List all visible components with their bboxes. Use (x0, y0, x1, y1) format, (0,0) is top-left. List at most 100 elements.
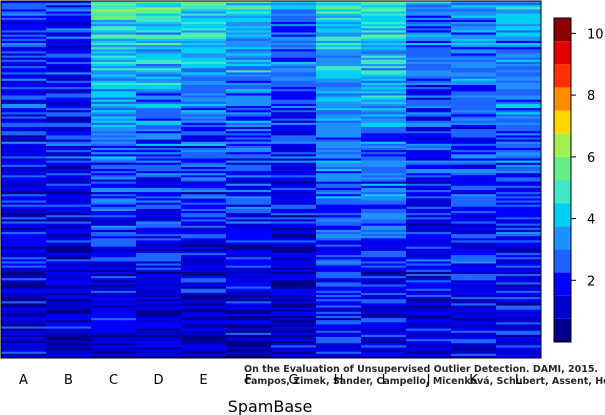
x-axis-label: SpamBase (228, 397, 313, 415)
heatmap-cell (451, 141, 497, 145)
heatmap-cell (361, 89, 407, 92)
heatmap-cell (1, 78, 47, 82)
heatmap-cell (496, 202, 542, 206)
heatmap-cell (46, 299, 92, 302)
heatmap-cell (226, 313, 272, 317)
heatmap-cell (271, 307, 317, 311)
heatmap-cell (46, 223, 92, 227)
heatmap-cell (136, 351, 182, 355)
heatmap-cell (316, 303, 362, 306)
legend-swatch (554, 272, 571, 296)
heatmap-cell (1, 124, 47, 128)
heatmap-cell (1, 347, 47, 351)
heatmap-cell (1, 263, 47, 267)
heatmap-cell (181, 76, 227, 80)
heatmap-cell (496, 19, 542, 23)
heatmap-cell (91, 313, 137, 317)
heatmap-cell (181, 97, 227, 101)
heatmap-cell (91, 22, 137, 25)
heatmap-cell (226, 206, 272, 210)
heatmap-cell (451, 278, 497, 281)
heatmap-cell (1, 175, 47, 178)
heatmap-cell (451, 139, 497, 143)
heatmap-cell (451, 11, 497, 15)
heatmap-cell (1, 61, 47, 65)
heatmap-cell (496, 288, 542, 292)
heatmap-cell (361, 17, 407, 21)
heatmap-cell (181, 24, 227, 27)
heatmap-cell (136, 267, 182, 271)
heatmap-cell (271, 253, 317, 256)
heatmap-cell (271, 267, 317, 271)
heatmap-cell (406, 337, 452, 340)
heatmap-cell (361, 47, 407, 50)
heatmap-cell (361, 127, 407, 130)
heatmap-cell (1, 49, 47, 52)
heatmap-cell (226, 261, 272, 264)
heatmap-cell (136, 316, 182, 319)
heatmap-cell (316, 213, 362, 216)
heatmap-cell (46, 250, 92, 254)
heatmap-cell (226, 7, 272, 10)
heatmap-cell (1, 215, 47, 218)
heatmap-cell (406, 68, 452, 71)
heatmap-cell (361, 274, 407, 277)
heatmap-cell (91, 19, 137, 23)
heatmap-cell (496, 152, 542, 155)
x-tick-label: G (288, 373, 298, 388)
heatmap-cell (136, 208, 182, 212)
heatmap-cell (451, 295, 497, 298)
heatmap-cell (271, 64, 317, 67)
heatmap-cell (271, 326, 317, 330)
heatmap-cell (1, 316, 47, 319)
heatmap-cell (316, 271, 362, 275)
heatmap-cell (226, 76, 272, 80)
heatmap-cell (271, 160, 317, 164)
heatmap-cell (46, 316, 92, 319)
heatmap-cell (361, 208, 407, 212)
heatmap-cell (226, 49, 272, 52)
heatmap-cell (451, 124, 497, 128)
heatmap-cell (316, 343, 362, 346)
heatmap-cell (451, 7, 497, 10)
heatmap-cell (226, 215, 272, 218)
heatmap-cell (136, 288, 182, 292)
heatmap-cell (361, 53, 407, 57)
heatmap-cell (1, 5, 47, 8)
heatmap-cell (361, 28, 407, 31)
heatmap-cell (316, 307, 362, 311)
heatmap-cell (181, 253, 227, 256)
heatmap-cell (226, 318, 272, 321)
heatmap-cell (181, 45, 227, 48)
heatmap-cell (316, 305, 362, 309)
heatmap-cell (91, 118, 137, 122)
heatmap-cell (451, 253, 497, 256)
heatmap-cell (496, 219, 542, 222)
heatmap-cell (136, 36, 182, 40)
heatmap-cell (271, 118, 317, 122)
heatmap-cell (496, 124, 542, 128)
heatmap-cell (91, 80, 137, 84)
heatmap-cell (271, 311, 317, 315)
heatmap-cell (361, 97, 407, 101)
heatmap-cell (1, 93, 47, 96)
heatmap-cell (136, 271, 182, 275)
heatmap-cell (406, 192, 452, 195)
heatmap-cell (361, 95, 407, 99)
heatmap-cell (181, 51, 227, 54)
heatmap-cell (361, 282, 407, 285)
heatmap-cell (361, 59, 407, 63)
heatmap-cell (91, 330, 137, 334)
heatmap-cell (496, 175, 542, 178)
heatmap-cell (226, 204, 272, 208)
heatmap-cell (271, 47, 317, 50)
heatmap-cell (271, 95, 317, 99)
heatmap-cell (271, 318, 317, 321)
heatmap-cell (496, 162, 542, 166)
heatmap-cell (46, 150, 92, 153)
heatmap-cell (316, 108, 362, 111)
heatmap-cell (181, 26, 227, 29)
heatmap-cell (316, 78, 362, 82)
heatmap-cell (316, 76, 362, 80)
heatmap-cell (451, 326, 497, 330)
